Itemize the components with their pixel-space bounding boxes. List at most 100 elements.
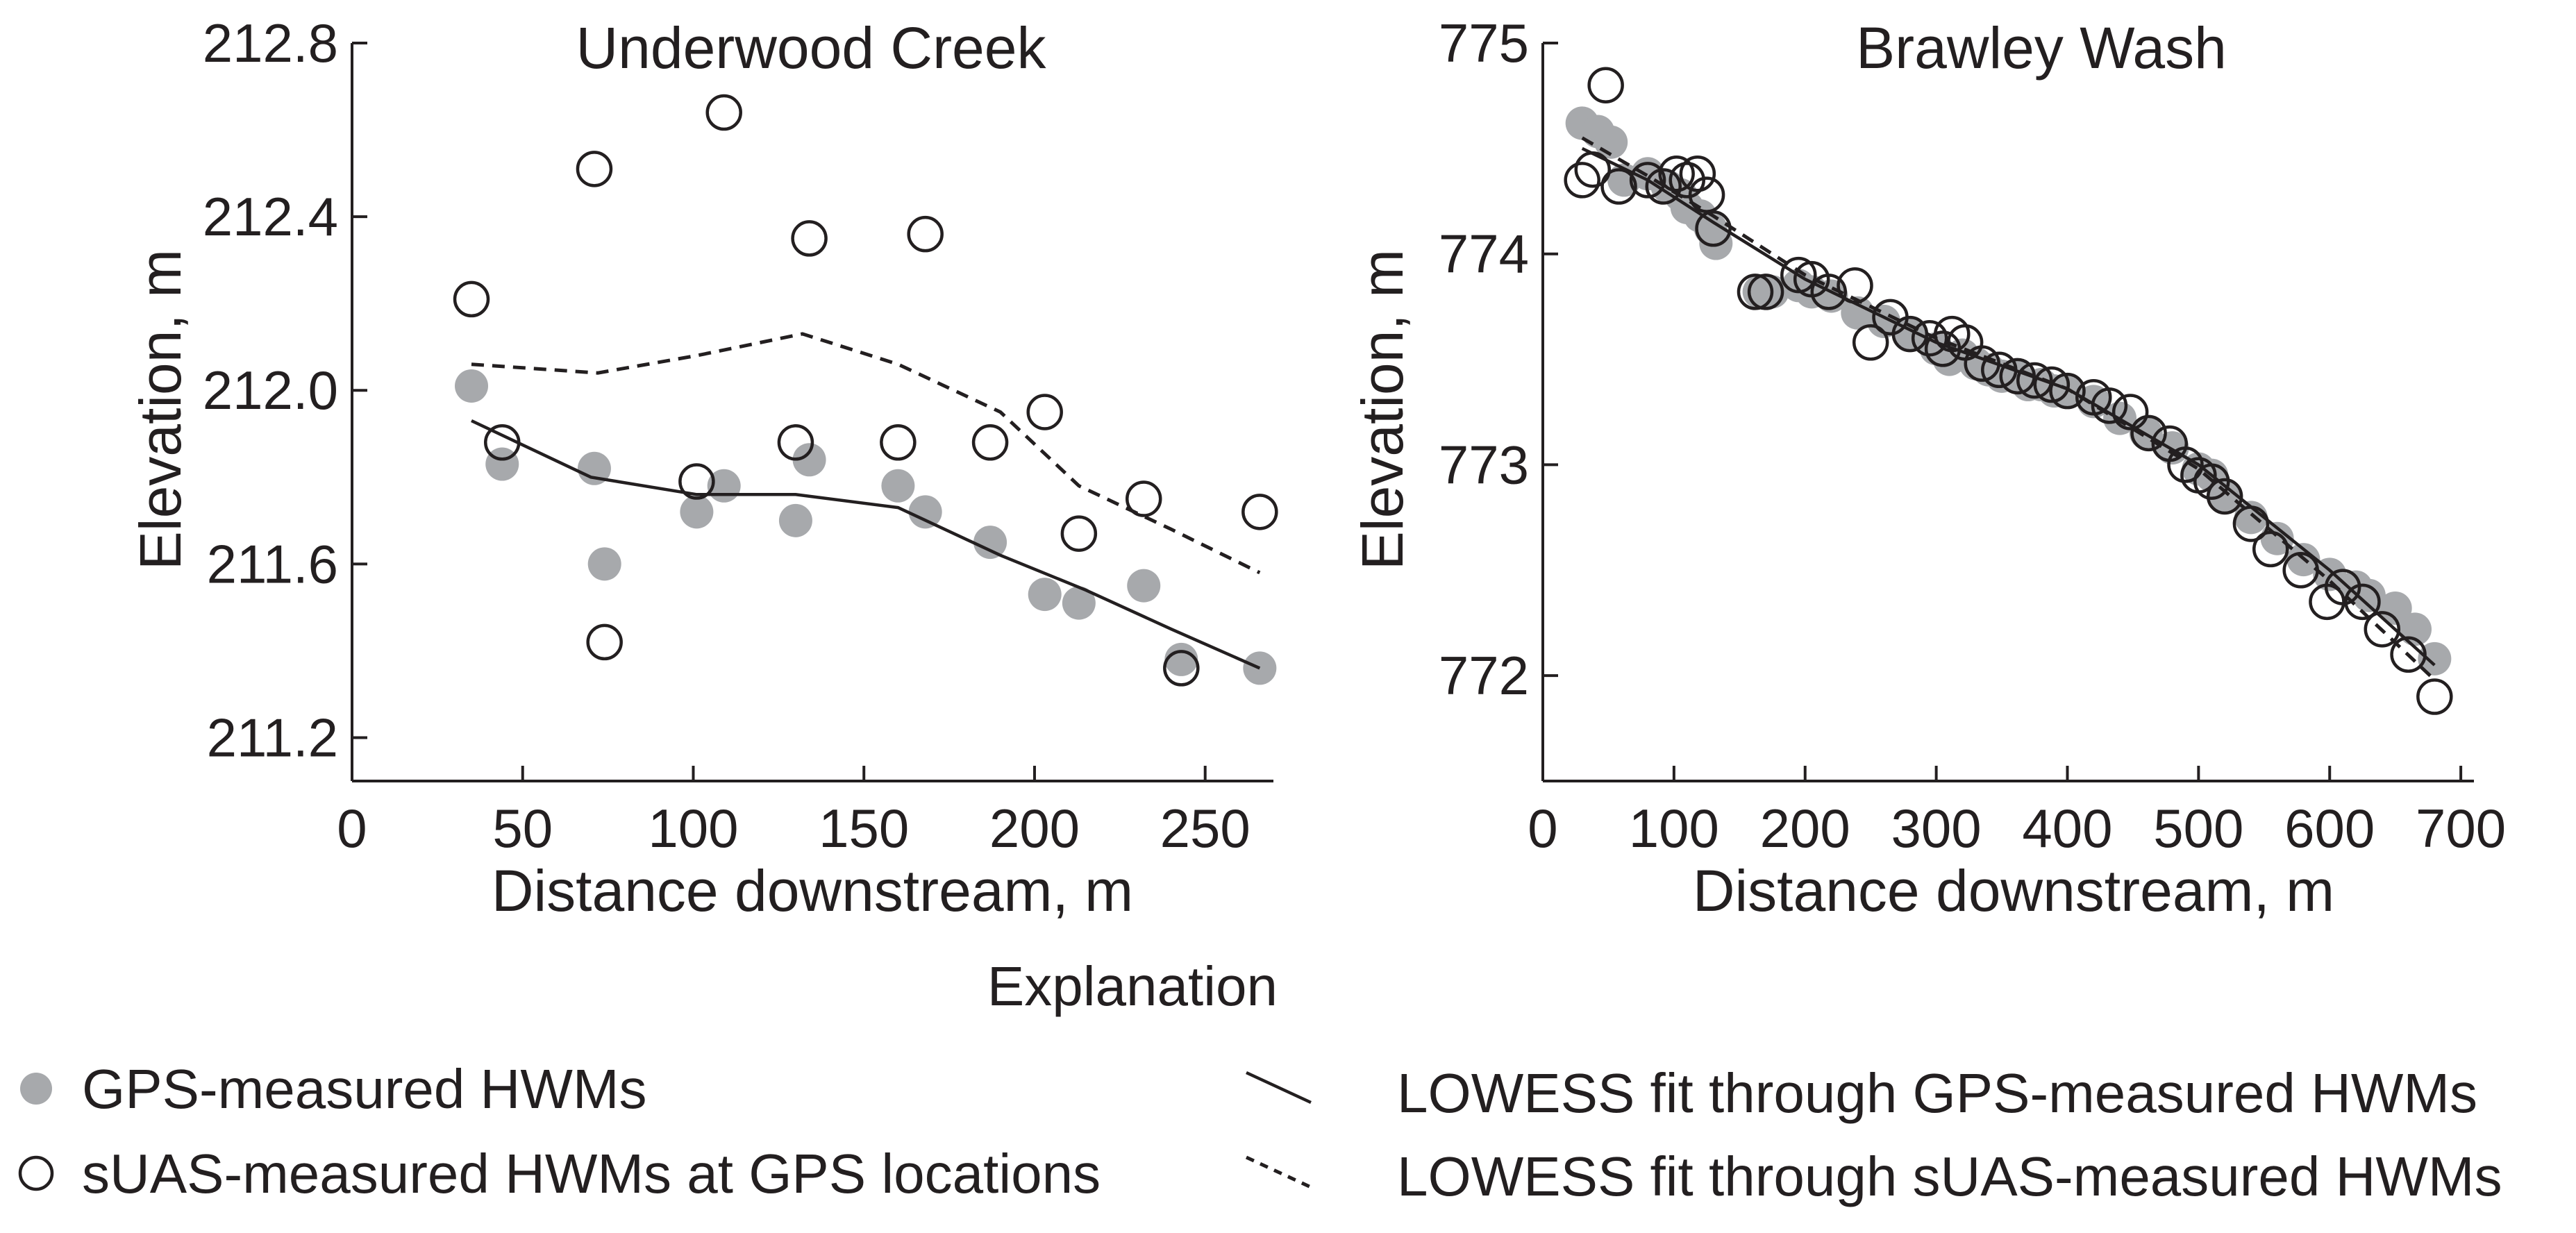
gps-hwm-point <box>792 443 826 477</box>
legend-lowess-gps-line <box>1246 1071 1312 1105</box>
suas-hwm-point <box>1679 156 1716 192</box>
x-tick-label: 500 <box>2153 798 2243 859</box>
suas-hwm-point <box>586 623 623 661</box>
suas-hwm-point <box>2206 478 2243 515</box>
legend-title: Explanation <box>987 955 1278 1017</box>
y-tick-label: 212.0 <box>203 360 338 421</box>
suas-hwm-point <box>1911 319 1948 357</box>
gps-hwm-point <box>1699 226 1733 260</box>
suas-hwm-point <box>907 215 944 253</box>
suas-hwm-point <box>2167 446 2204 483</box>
legend-gps-marker <box>20 1073 52 1105</box>
x-tick-label: 0 <box>337 798 367 859</box>
y-ticks: 772 773 774 775 <box>1439 12 1558 706</box>
y-tick-label: 212.4 <box>203 186 338 247</box>
suas-hwm-point <box>1163 650 1200 687</box>
y-tick-label: 775 <box>1439 12 1529 74</box>
suas-hwm-point <box>1564 162 1600 199</box>
gps-hwm-point <box>1164 642 1198 676</box>
chart-title: Underwood Creek <box>576 15 1046 81</box>
y-axis-title: Elevation, m <box>1350 249 1415 570</box>
legend: Explanation GPS-measured HWMs sUAS-measu… <box>18 955 2502 1207</box>
suas-hwm-point <box>1658 156 1695 192</box>
lowess-gps-line <box>471 419 1261 670</box>
gps-hwm-point <box>1062 586 1096 620</box>
suas-hwm-point <box>2111 394 2149 430</box>
gps-hwm-point <box>778 503 812 537</box>
x-tick-label: 50 <box>492 798 553 859</box>
suas-hwm-point <box>1587 67 1624 103</box>
y-axis-title: Elevation, m <box>128 249 193 570</box>
gps-hwm-point <box>577 451 611 485</box>
suas-hwm-point <box>777 424 814 461</box>
suas-hwm-point <box>2364 611 2401 648</box>
suas-hwm-point <box>705 94 742 131</box>
suas-hwm-point <box>678 463 715 500</box>
x-tick-label: 250 <box>1160 798 1251 859</box>
lowess-suas-line <box>1581 136 2436 682</box>
x-axis-title: Distance downstream, m <box>492 858 1133 923</box>
suas-hwm-point <box>1688 176 1725 213</box>
lowess-gps-line <box>1581 146 2436 666</box>
x-ticks: 0 50 100 150 200 250 <box>337 766 1251 859</box>
gps-hwm-point <box>680 495 714 529</box>
x-tick-label: 300 <box>1891 798 1982 859</box>
x-tick-label: 400 <box>2022 798 2112 859</box>
suas-hwm-point <box>1810 274 1847 310</box>
y-tick-label: 772 <box>1439 645 1529 706</box>
y-tick-label: 211.6 <box>207 533 338 594</box>
suas-hwm-point <box>2049 372 2086 410</box>
suas-hwm-point <box>453 280 490 318</box>
gps-hwm-point <box>1841 296 1875 330</box>
suas-hwm-point <box>2324 569 2361 605</box>
y-tick-label: 212.8 <box>203 12 338 74</box>
x-tick-label: 200 <box>1760 798 1850 859</box>
x-tick-label: 700 <box>2416 798 2506 859</box>
suas-hwm-point <box>2130 414 2167 452</box>
gps-hwm-point <box>1028 578 1062 612</box>
suas-hwm-point <box>2033 366 2071 403</box>
suas-hwm-point <box>1629 162 1666 199</box>
x-tick-label: 200 <box>989 798 1080 859</box>
suas-hwm-point <box>1026 394 1063 430</box>
gps-hwm-point <box>908 495 942 529</box>
gps-hwm-point <box>2378 591 2412 625</box>
gps-hwm-point <box>2418 641 2452 676</box>
legend-lowess-suas-line <box>1245 1155 1312 1189</box>
suas-hwm-point <box>2091 387 2128 424</box>
x-tick-label: 100 <box>648 798 738 859</box>
gps-hwm-point <box>2208 479 2242 513</box>
x-tick-label: 0 <box>1528 798 1557 859</box>
gps-points <box>455 369 1277 685</box>
gps-hwm-point <box>881 469 915 503</box>
suas-hwm-point <box>1852 324 1889 361</box>
gps-hwm-point <box>455 369 489 403</box>
suas-points <box>1564 67 2453 715</box>
suas-hwm-point <box>1747 274 1784 310</box>
suas-hwm-point <box>1125 480 1162 517</box>
x-tick-label: 100 <box>1629 798 1719 859</box>
suas-hwm-point <box>1668 162 1706 199</box>
gps-hwm-point <box>973 526 1007 560</box>
gps-hwm-point <box>587 547 621 581</box>
legend-item-label: GPS-measured HWMs <box>82 1058 646 1120</box>
x-tick-label: 600 <box>2284 798 2375 859</box>
suas-hwm-point <box>791 220 828 257</box>
suas-hwm-point <box>1060 515 1098 552</box>
y-tick-label: 211.2 <box>207 707 338 768</box>
y-ticks: 211.2 211.6 212.0 212.4 212.8 <box>203 12 367 768</box>
suas-hwm-point <box>1241 494 1278 530</box>
series-layer <box>453 94 1278 687</box>
suas-hwm-point <box>576 151 613 187</box>
x-ticks: 0 100 200 300 400 500 600 700 <box>1528 766 2506 859</box>
series-layer <box>1564 67 2453 715</box>
suas-hwm-point <box>971 424 1009 461</box>
suas-hwm-point <box>2016 362 2053 399</box>
legend-item-label: LOWESS fit through GPS-measured HWMs <box>1397 1062 2477 1124</box>
suas-hwm-point <box>1600 168 1637 205</box>
suas-hwm-point <box>2344 583 2381 621</box>
chart-title: Brawley Wash <box>1856 15 2227 81</box>
x-tick-label: 150 <box>819 798 909 859</box>
suas-hwm-point <box>1645 168 1682 205</box>
